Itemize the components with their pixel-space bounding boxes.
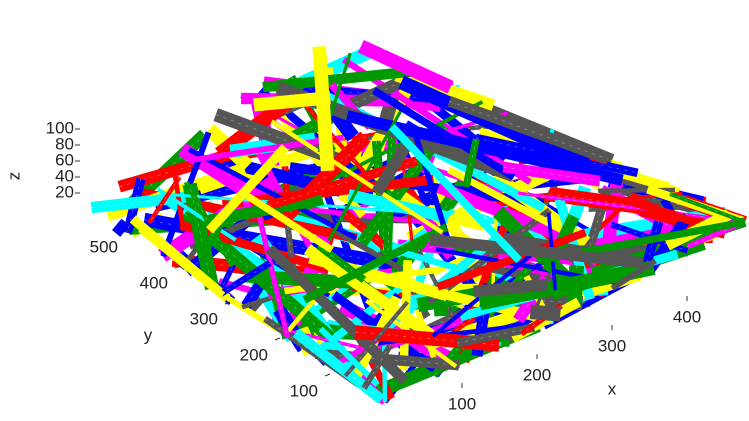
fiber <box>429 233 644 269</box>
y-tick-label: 400 <box>140 273 168 292</box>
fiber <box>293 92 373 182</box>
fiber-highlight <box>243 281 263 310</box>
fiber-highlight <box>687 221 746 248</box>
z-axis-label: z <box>4 172 23 181</box>
fiber-highlight <box>220 262 271 295</box>
fiber <box>241 190 334 253</box>
fiber <box>270 119 444 235</box>
fiber <box>669 192 746 224</box>
fiber <box>436 228 587 291</box>
fiber <box>156 187 237 242</box>
fiber-highlight <box>669 193 746 223</box>
fiber-highlight <box>258 212 288 339</box>
fiber-highlight <box>517 192 746 223</box>
fiber-volume <box>90 39 747 405</box>
fiber <box>502 161 601 187</box>
y-axis-label: y <box>144 325 153 344</box>
y-tick <box>224 301 231 305</box>
y-tick-label: 500 <box>90 237 118 256</box>
fiber-highlight <box>428 209 551 303</box>
x-tick-label: 300 <box>598 336 626 355</box>
z-tick-label: 100 <box>46 118 74 137</box>
fiber <box>171 167 186 232</box>
x-axis-label: x <box>608 379 617 398</box>
fiber-highlight <box>119 149 246 188</box>
x-tick-label: 100 <box>448 394 476 413</box>
fiber-highlight <box>387 128 393 253</box>
fiber-highlight <box>283 292 321 337</box>
fiber-highlight <box>457 326 535 344</box>
fiber <box>478 260 656 311</box>
fiber <box>318 326 380 387</box>
fiber <box>187 147 358 241</box>
fiber <box>282 291 322 338</box>
fiber-highlight <box>549 193 649 209</box>
fiber-highlight <box>318 245 365 281</box>
fiber-highlight <box>469 196 558 206</box>
y-tick <box>124 229 131 233</box>
fiber-highlight <box>295 93 372 180</box>
fiber <box>332 227 404 272</box>
x-tick-label: 200 <box>523 365 551 384</box>
fiber <box>517 191 746 224</box>
fiber <box>182 182 220 291</box>
y-tick-label: 300 <box>190 309 218 328</box>
x-tick-label: 400 <box>673 307 701 326</box>
fiber-highlight <box>243 193 333 251</box>
fiber <box>255 212 291 339</box>
fiber <box>361 343 394 390</box>
y-tick <box>274 337 281 341</box>
fiber <box>462 138 480 188</box>
z-tick-label: 80 <box>55 134 74 153</box>
fiber <box>303 244 435 340</box>
y-tick-label: 200 <box>240 345 268 364</box>
fiber <box>473 278 548 298</box>
fiber <box>147 175 182 225</box>
fiber-highlight <box>363 344 391 389</box>
fiber-highlight <box>189 184 213 289</box>
fiber <box>398 75 590 172</box>
fiber <box>193 134 345 163</box>
fiber <box>610 258 657 291</box>
fiber <box>447 96 610 165</box>
y-tick <box>324 373 331 377</box>
z-tick-label: 60 <box>55 150 74 169</box>
fiber-highlight <box>127 178 142 233</box>
z-tick-label: 20 <box>55 182 74 201</box>
fiber <box>372 87 516 181</box>
fiber-highlight <box>465 139 477 188</box>
fiber-highlight <box>643 221 660 273</box>
fiber-highlight <box>344 212 388 249</box>
fiber-highlight <box>366 300 457 367</box>
fiber <box>427 207 552 305</box>
z-tick-label: 40 <box>55 166 74 185</box>
fiber-highlight <box>503 166 601 182</box>
fiber <box>205 144 289 234</box>
y-tick <box>174 265 181 269</box>
fiber <box>138 226 226 299</box>
fiber <box>218 259 272 297</box>
y-tick-label: 100 <box>290 381 318 400</box>
fiber <box>456 323 536 348</box>
fiber-highlight <box>348 79 406 107</box>
fiber-highlight <box>271 120 443 233</box>
fiber-highlight <box>558 198 591 300</box>
fiber <box>308 100 484 194</box>
fiber <box>371 138 414 196</box>
fiber-highlight <box>450 152 589 271</box>
fiber <box>529 304 561 322</box>
fiber <box>358 39 454 94</box>
fiber <box>312 46 335 172</box>
fiber <box>389 123 523 264</box>
fiber-highlight <box>148 176 180 224</box>
fiber <box>302 223 449 304</box>
